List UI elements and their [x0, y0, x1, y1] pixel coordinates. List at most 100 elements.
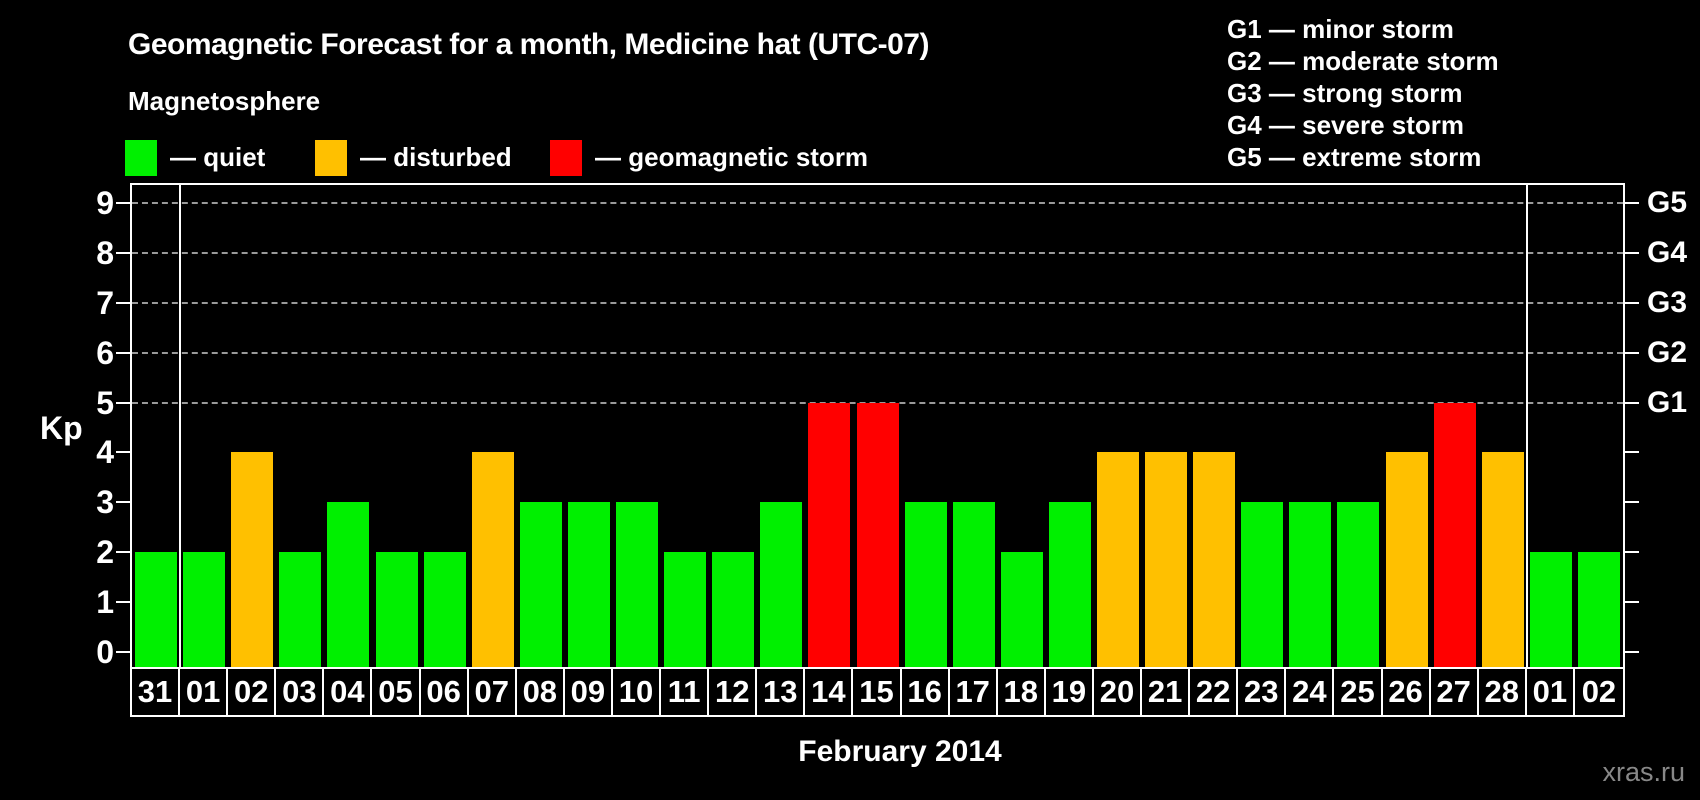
g-scale-label-G1: G1 — [1647, 385, 1688, 419]
day-label-feb-01: 01 — [180, 669, 229, 715]
kp-tick-3 — [116, 501, 130, 504]
day-label-feb-03: 03 — [276, 669, 325, 715]
day-label-feb-09: 09 — [565, 669, 613, 715]
day-label-jan-31: 31 — [132, 669, 181, 715]
day-label-feb-08: 08 — [517, 669, 565, 715]
legend-label-quiet: — quiet — [170, 142, 266, 172]
g-legend-line-2: G2 — moderate storm — [1227, 46, 1499, 76]
bar-feb-21 — [1145, 452, 1188, 667]
bar-feb-07 — [471, 452, 514, 667]
day-label-feb-16: 16 — [902, 669, 950, 715]
bar-feb-28 — [1481, 452, 1524, 667]
gridline-kp-9 — [132, 201, 1623, 204]
day-label-mar-02: 02 — [1581, 674, 1617, 709]
bar-feb-17 — [952, 502, 995, 667]
g-tick-0 — [1625, 651, 1639, 653]
kp-tick-5 — [116, 401, 130, 404]
bar-feb-03 — [279, 552, 322, 667]
g-tick-6 — [1625, 351, 1639, 354]
bar-mar-02 — [1577, 552, 1620, 667]
bar-feb-16 — [904, 502, 947, 667]
day-label-row: 31 01 02 03 04 05 06 07 08 09 10 11 12 13 14 15 16 17 18 19… — [130, 669, 1625, 717]
day-label-feb-14: 14 — [805, 669, 854, 715]
day-label-feb-05: 05 — [372, 669, 421, 715]
bar-feb-14 — [808, 402, 851, 667]
bar-feb-09 — [567, 502, 610, 667]
day-label-feb-26: 26 — [1383, 669, 1431, 715]
g-tick-3 — [1625, 501, 1639, 504]
g-scale-legend: G1 — minor storm G2 — moderate storm G3 — … — [1227, 13, 1499, 173]
legend-swatch-disturbed — [315, 139, 347, 176]
bar-feb-12 — [712, 552, 755, 667]
legend-item-disturbed: — disturbed — [315, 139, 512, 176]
day-label-feb-18: 18 — [998, 669, 1046, 715]
bar-jan-31 — [135, 552, 178, 667]
chart-title: Geomagnetic Forecast for a month, Medici… — [128, 28, 929, 61]
bar-feb-13 — [760, 502, 803, 667]
g-legend-line-4: G4 — severe storm — [1227, 110, 1465, 140]
day-label-feb-22: 22 — [1190, 669, 1239, 715]
day-label-mar-01: 01 — [1527, 669, 1575, 715]
g-legend-line-5: G5 — extreme storm — [1227, 142, 1482, 172]
g-legend-line-3: G3 — strong storm — [1227, 78, 1463, 108]
kp-tick-0 — [116, 651, 130, 653]
bar-feb-04 — [327, 502, 370, 667]
day-label-feb-24: 24 — [1286, 669, 1335, 715]
day-label-feb-02: 02 — [228, 669, 277, 715]
bar-feb-01 — [183, 552, 226, 667]
legend-swatch-storm — [550, 139, 582, 176]
bar-feb-26 — [1385, 452, 1428, 667]
g-tick-1 — [1625, 601, 1639, 604]
x-axis-title: February 2014 — [798, 735, 1002, 768]
g-legend-line-1: G1 — minor storm — [1227, 14, 1454, 44]
bar-feb-08 — [519, 502, 562, 667]
month-separator — [179, 185, 182, 667]
day-label-feb-11: 11 — [661, 669, 710, 715]
day-label-feb-07: 07 — [469, 669, 517, 715]
day-label-feb-21: 21 — [1142, 669, 1191, 715]
day-label-feb-06: 06 — [421, 669, 469, 715]
bar-feb-22 — [1193, 452, 1236, 667]
kp-tick-label-3: 3 — [96, 484, 114, 521]
day-label-feb-20: 20 — [1094, 669, 1143, 715]
day-label-feb-13: 13 — [757, 669, 806, 715]
bar-feb-11 — [664, 552, 707, 667]
g-tick-9 — [1625, 201, 1639, 204]
gridline-kp-6 — [132, 351, 1623, 354]
day-label-feb-04: 04 — [324, 669, 373, 715]
bar-feb-18 — [1000, 552, 1043, 667]
kp-tick-label-6: 6 — [96, 334, 114, 371]
bar-feb-24 — [1289, 502, 1332, 667]
gridline-kp-7 — [132, 301, 1623, 304]
legend-label-storm: — geomagnetic storm — [595, 142, 869, 172]
legend-label-disturbed: — disturbed — [360, 142, 512, 172]
kp-tick-4 — [116, 451, 130, 454]
magnetosphere-label: Magnetosphere — [128, 86, 321, 116]
kp-tick-1 — [116, 601, 130, 604]
g-tick-7 — [1625, 301, 1639, 304]
kp-tick-label-7: 7 — [96, 284, 114, 321]
kp-tick-label-1: 1 — [96, 584, 114, 621]
bar-feb-10 — [616, 502, 659, 667]
kp-tick-7 — [116, 301, 130, 304]
g-scale-label-G2: G2 — [1647, 335, 1688, 369]
watermark: xras.ru — [1602, 757, 1685, 787]
bar-feb-20 — [1096, 452, 1139, 667]
day-label-feb-27: 27 — [1431, 669, 1479, 715]
month-separator — [1525, 185, 1528, 667]
kp-tick-6 — [116, 351, 130, 354]
bar-feb-02 — [231, 452, 274, 667]
g-scale-label-G5: G5 — [1647, 185, 1688, 219]
day-label-feb-12: 12 — [709, 669, 758, 715]
legend-swatch-quiet — [125, 139, 157, 176]
kp-tick-label-8: 8 — [96, 234, 114, 271]
plot-area — [130, 183, 1625, 669]
kp-tick-label-5: 5 — [96, 384, 114, 421]
kp-tick-8 — [116, 251, 130, 254]
day-label-feb-28: 28 — [1479, 669, 1527, 715]
kp-tick-label-4: 4 — [96, 434, 114, 471]
bar-feb-25 — [1337, 502, 1380, 667]
g-tick-5 — [1625, 401, 1639, 404]
kp-tick-label-0: 0 — [96, 634, 114, 670]
